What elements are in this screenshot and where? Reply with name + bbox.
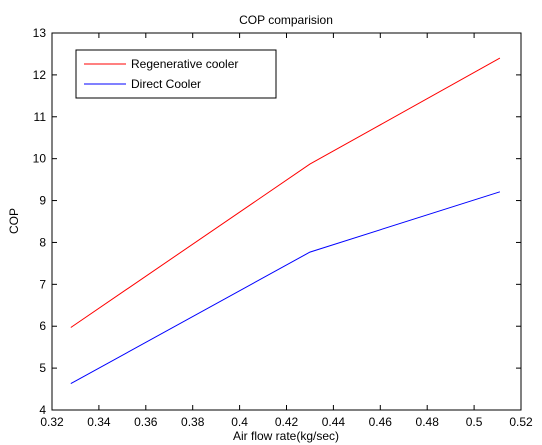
y-tick-label: 12 (33, 68, 47, 82)
x-tick-label: 0.34 (87, 415, 111, 429)
series-line-0 (70, 57, 501, 328)
y-axis-label: COP (7, 208, 21, 234)
x-axis-label: Air flow rate(kg/sec) (233, 429, 339, 443)
x-tick-label: 0.52 (509, 415, 533, 429)
chart-title: COP comparision (239, 13, 333, 27)
y-tick-label: 8 (39, 235, 46, 249)
y-tick-label: 13 (33, 26, 47, 40)
y-axis-ticks: 4 5 6 7 8 9 10 11 12 13 (33, 26, 521, 417)
legend-label-1: Direct Cooler (131, 77, 201, 91)
x-tick-label: 0.32 (40, 415, 64, 429)
x-tick-label: 0.38 (181, 415, 205, 429)
y-tick-label: 9 (39, 194, 46, 208)
x-tick-label: 0.5 (466, 415, 483, 429)
x-axis-ticks: 0.32 0.34 0.36 0.38 0.4 0.42 0.44 0.46 0.48 0.5 0.… (40, 33, 533, 429)
x-tick-label: 0.36 (134, 415, 158, 429)
x-tick-label: 0.46 (369, 415, 393, 429)
legend: Regenerative cooler Direct Cooler (75, 49, 277, 99)
x-tick-label: 0.4 (231, 415, 248, 429)
y-tick-label: 5 (39, 361, 46, 375)
series-lines (70, 57, 501, 385)
y-tick-label: 10 (33, 152, 47, 166)
y-tick-label: 11 (34, 110, 47, 124)
legend-label-0: Regenerative cooler (131, 57, 238, 71)
x-tick-label: 0.44 (322, 415, 346, 429)
x-tick-label: 0.42 (275, 415, 299, 429)
y-tick-label: 4 (39, 403, 46, 417)
y-tick-label: 6 (39, 319, 46, 333)
y-tick-label: 7 (39, 277, 46, 291)
series-line-1 (70, 191, 501, 385)
legend-box (75, 49, 277, 99)
x-tick-label: 0.48 (416, 415, 440, 429)
